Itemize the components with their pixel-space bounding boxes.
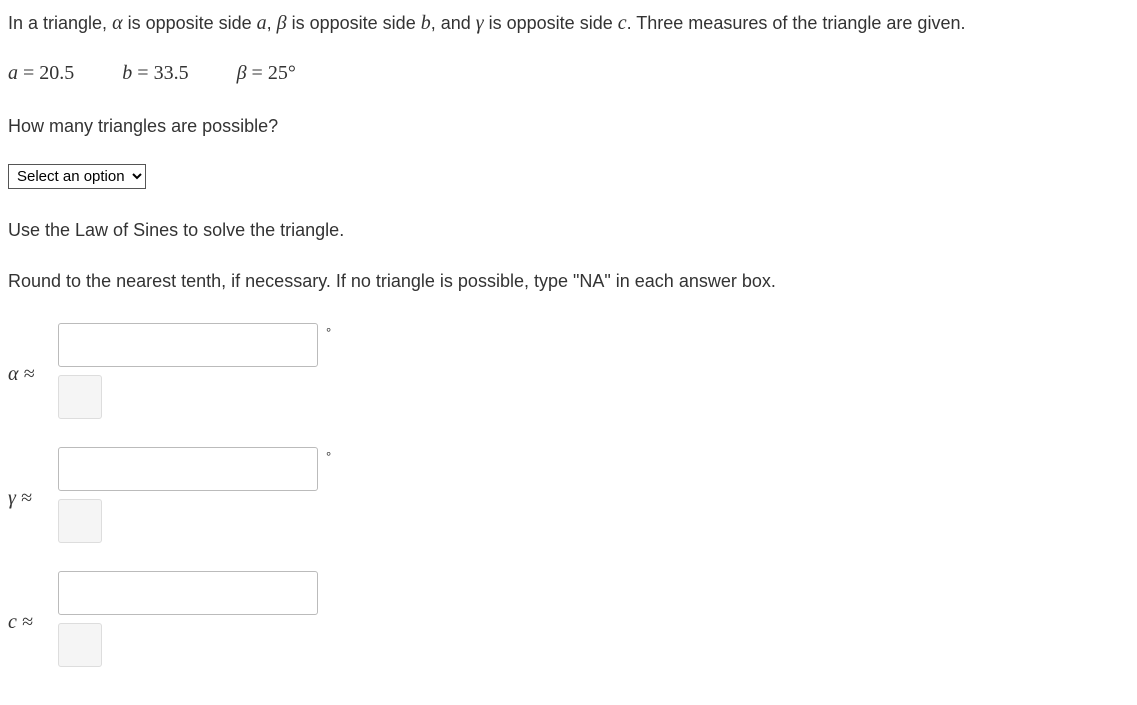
alpha-label: α ≈ — [8, 357, 58, 386]
degree-symbol: ° — [326, 325, 331, 340]
given-b: b = 33.5 — [122, 62, 188, 85]
alpha-answer-row: α ≈ ° — [8, 323, 1129, 419]
given-a: a = 20.5 — [8, 62, 74, 85]
c-feedback-box — [58, 623, 102, 667]
degree-symbol: ° — [326, 449, 331, 464]
alpha-input[interactable] — [58, 323, 318, 367]
gamma-answer-row: γ ≈ ° — [8, 447, 1129, 543]
c-answer-row: c ≈ — [8, 571, 1129, 667]
given-beta: β = 25° — [237, 62, 296, 85]
gamma-label: γ ≈ — [8, 481, 58, 510]
c-label: c ≈ — [8, 605, 58, 634]
given-values-row: a = 20.5 b = 33.5 β = 25° — [8, 62, 1129, 85]
question-triangles: How many triangles are possible? — [8, 113, 1129, 140]
triangles-select[interactable]: Select an option — [8, 164, 146, 189]
gamma-feedback-box — [58, 499, 102, 543]
intro-text: In a triangle, α is opposite side a, β i… — [8, 8, 1129, 38]
alpha-feedback-box — [58, 375, 102, 419]
law-of-sines-instruction: Use the Law of Sines to solve the triang… — [8, 217, 1129, 244]
c-input[interactable] — [58, 571, 318, 615]
rounding-instruction: Round to the nearest tenth, if necessary… — [8, 268, 1129, 295]
gamma-input[interactable] — [58, 447, 318, 491]
